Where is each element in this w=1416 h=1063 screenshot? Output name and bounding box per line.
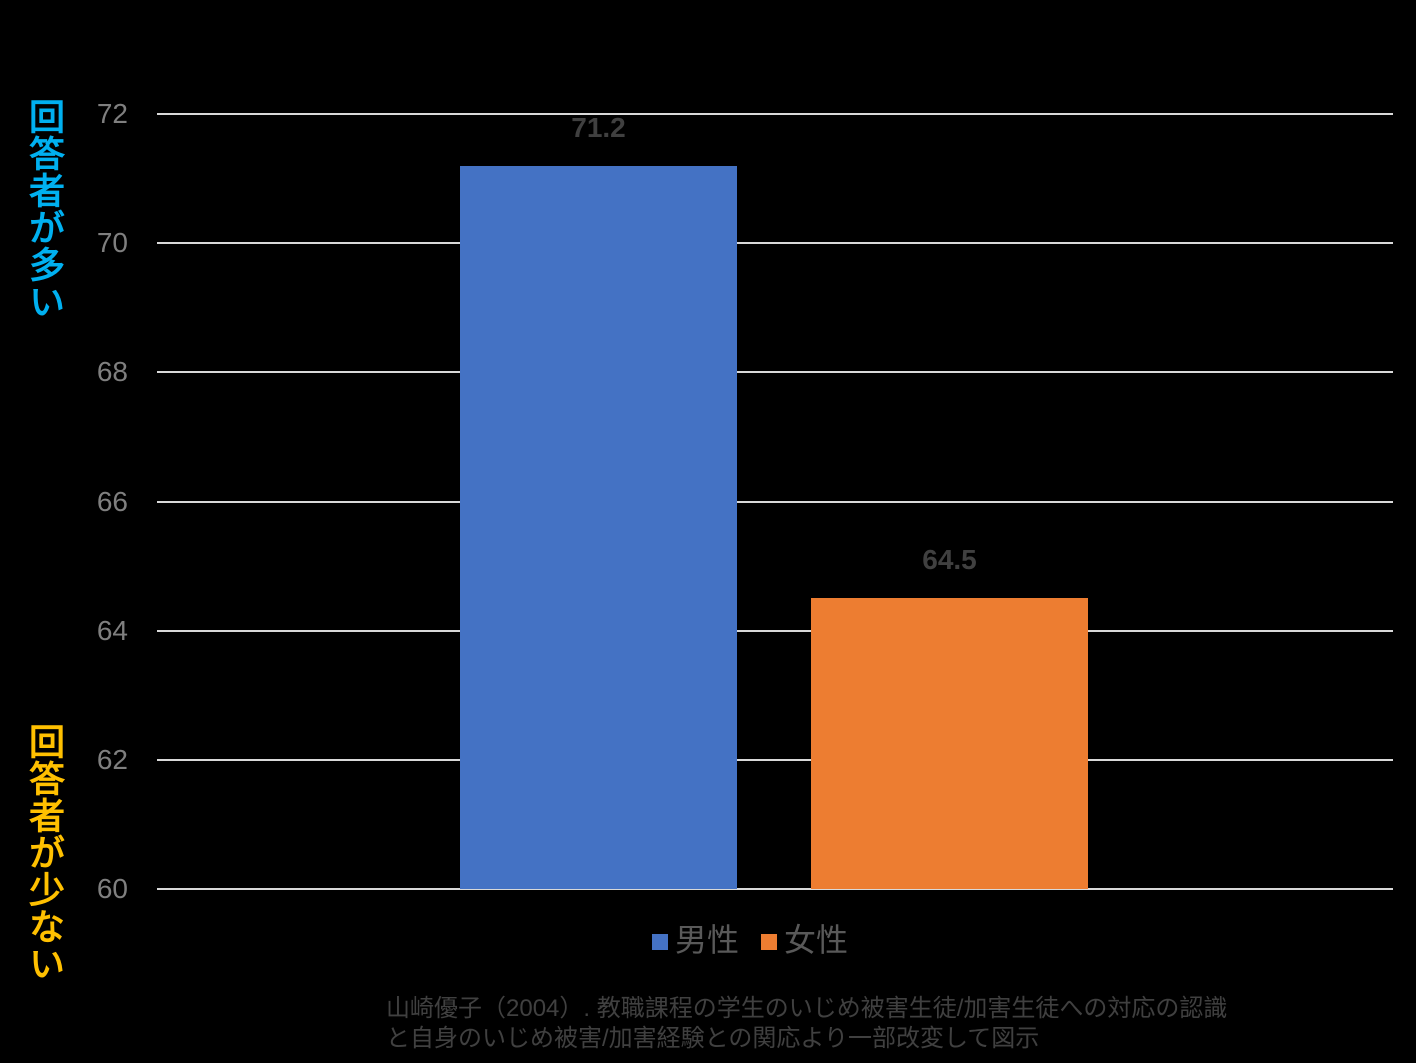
bar-series-1 [811,598,1088,889]
gridline-y-64 [157,629,1393,632]
y-tick-label-72: 72 [96,98,128,129]
legend-label-1: 女性 [784,922,849,958]
y-tick-label-60: 60 [96,873,128,904]
gridline-y-66 [157,500,1393,503]
y-axis-annotation-bottom: 回答者が少ない [24,723,65,982]
y-tick-label-66: 66 [96,485,128,517]
gridline-y-62 [157,758,1393,761]
legend-label-0: 男性 [675,922,740,958]
gridline-y-68 [157,371,1393,374]
value-label-series-1: 64.5 [922,544,977,576]
y-axis-annotation-top: 回答者が多い [24,98,65,320]
caption: 山崎優子（2004）. 教職課程の学生のいじめ被害生徒/加害生徒への対応の認識 … [386,994,1227,1054]
legend-item-1: 女性 [761,924,848,956]
gridline-y-70 [157,242,1393,245]
bar-series-0 [460,165,737,889]
y-tick-label-70: 70 [96,227,128,259]
y-tick-label-62: 62 [96,743,128,775]
y-tick-label-68: 68 [96,356,128,388]
legend-swatch-icon-0 [652,933,668,950]
value-label-series-0: 71.2 [571,111,626,143]
caption-line-1: 山崎優子（2004）. 教職課程の学生のいじめ被害生徒/加害生徒への対応の認識 [386,995,1228,1022]
legend-item-0: 男性 [652,924,739,956]
legend: 男性 女性 [652,924,848,956]
legend-swatch-icon-1 [761,933,778,950]
gridline-y-60 [157,888,1393,890]
y-tick-label-64: 64 [96,614,128,646]
caption-line-2: と自身のいじめ被害/加害経験との関応より一部改変して図示 [386,1025,1040,1052]
gridline-y-72 [157,113,1393,115]
